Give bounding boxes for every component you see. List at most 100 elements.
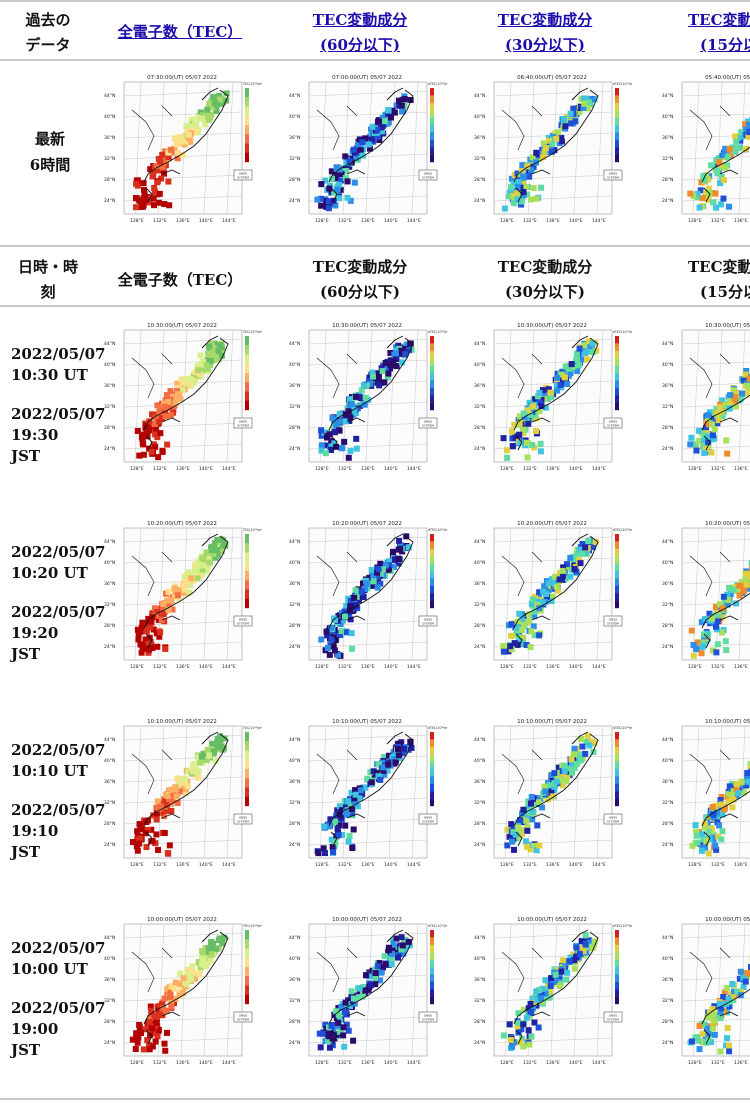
map-lat-label: 28°N — [662, 1019, 673, 1025]
map-data-cell — [318, 195, 325, 202]
map-data-cell — [519, 616, 526, 623]
map-lat-label: 24°N — [474, 1040, 485, 1046]
map-data-cell — [367, 982, 374, 989]
map-data-cell — [561, 768, 568, 775]
map-data-cell — [518, 634, 525, 641]
map-data-cell — [188, 116, 195, 123]
map-lon-label: 144°E — [222, 862, 236, 868]
map-data-cell — [334, 807, 341, 814]
map-data-cell — [137, 822, 144, 829]
map-data-cell — [351, 149, 358, 156]
map-data-cell — [698, 650, 705, 657]
tec-link[interactable]: 全電子数（TEC） — [117, 23, 243, 41]
map-data-cell — [172, 588, 179, 595]
map-colorbar-segment — [430, 959, 434, 968]
d30-map[interactable]: 10:10:00(UT) 05/07 2022 44°N 40°N 36°N 32°N 2… — [472, 714, 632, 874]
map-data-cell — [536, 632, 543, 639]
map-data-cell — [174, 380, 181, 387]
map-lat-label: 28°N — [662, 425, 673, 431]
table-header-d60: TEC変動成分 (60分以下) — [285, 255, 435, 305]
map-lat-label: 44°N — [662, 737, 673, 743]
map-data-cell — [175, 134, 182, 141]
map-lon-grid — [226, 527, 234, 661]
map-lon-grid — [134, 329, 142, 463]
map-data-cell — [363, 972, 370, 979]
tec-map[interactable]: 10:20:00(UT) 05/07 2022 44°N 40°N 36°N 32°N 2… — [102, 516, 262, 676]
map-colorbar-segment — [245, 152, 249, 163]
map-coastline — [328, 731, 414, 847]
map-lat-grid — [123, 174, 243, 181]
map-lat-label: 24°N — [474, 842, 485, 848]
d30-link[interactable]: TEC変動成分 (30分以下) — [498, 11, 593, 54]
map-data-cell — [153, 1020, 160, 1027]
map-data-cell — [529, 596, 536, 603]
d60-map[interactable]: 10:10:00(UT) 05/07 2022 44°N 40°N 36°N 32°N 2… — [287, 714, 447, 874]
d60-link[interactable]: TEC変動成分 (60分以下) — [313, 11, 408, 54]
d15-map-image: 10:20:00(UT) 05/07 202244°N40°N36°N32°N2… — [662, 521, 750, 670]
map-data-cell — [709, 615, 716, 622]
map-data-cell — [731, 148, 738, 155]
tec-map[interactable]: 10:00:00(UT) 05/07 2022 44°N 40°N 36°N 32°N 2… — [102, 912, 262, 1072]
map-title: 05:40:00(UT) 05/07 2022 — [705, 75, 750, 81]
map-lon-label: 132°E — [523, 218, 537, 224]
d30-map[interactable]: 10:30:00(UT) 05/07 2022 44°N 40°N 36°N 32°N 2… — [472, 318, 632, 478]
map-lon-label: 132°E — [153, 218, 167, 224]
d30-map[interactable]: 10:20:00(UT) 05/07 2022 44°N 40°N 36°N 32°N 2… — [472, 516, 632, 676]
d60-map[interactable]: 10:30:00(UT) 05/07 2022 44°N 40°N 36°N 32°N 2… — [287, 318, 447, 478]
map-colorbar-segment — [245, 115, 249, 126]
map-data-cell — [214, 353, 221, 360]
map-data-cell — [738, 390, 745, 397]
map-lat-label: 24°N — [662, 1040, 673, 1046]
map-data-cell — [719, 614, 726, 621]
map-data-cell — [709, 436, 716, 443]
d60-map[interactable]: 10:00:00(UT) 05/07 2022 44°N 40°N 36°N 32°N 2… — [287, 912, 447, 1072]
map-data-cell — [347, 447, 354, 454]
d60-map[interactable]: 10:20:00(UT) 05/07 2022 44°N 40°N 36°N 32°N 2… — [287, 516, 447, 676]
map-colorbar-segment — [615, 578, 619, 586]
d15-map[interactable]: 05:40:00(UT) 05/07 202244°N40°N36°N32°N2… — [660, 70, 750, 230]
d15-link[interactable]: TEC変動成分(15分以下) — [688, 11, 750, 54]
tec-map[interactable]: 07:30:00(UT) 05/07 2022 44°N 40°N 36°N 32°N 2… — [102, 70, 262, 230]
map-lon-label: 132°E — [338, 1060, 352, 1066]
map-colorbar-segment — [430, 88, 434, 96]
d30-map[interactable]: 10:00:00(UT) 05/07 2022 44°N 40°N 36°N 32°N 2… — [472, 912, 632, 1072]
map-lon-label: 140°E — [569, 1060, 583, 1066]
map-lat-grid — [681, 997, 750, 1002]
d15-map[interactable]: 10:00:00(UT) 05/07 202244°N40°N36°N32°N2… — [660, 912, 750, 1072]
map-lon-label: 136°E — [734, 862, 748, 868]
map-data-cell — [205, 945, 212, 952]
map-data-cell — [374, 569, 381, 576]
map-colorbar-segment — [245, 589, 249, 599]
d15-map[interactable]: 10:30:00(UT) 05/07 202244°N40°N36°N32°N2… — [660, 318, 750, 478]
map-data-cell — [321, 850, 328, 857]
map-data-cell — [189, 963, 196, 970]
map-lat-label: 28°N — [474, 425, 485, 431]
map-data-cell — [500, 648, 507, 655]
map-data-cell — [152, 426, 159, 433]
map-data-cell — [340, 1032, 347, 1039]
d60-map[interactable]: 07:00:00(UT) 05/07 2022 44°N 40°N 36°N 32°N 2… — [287, 70, 447, 230]
map-data-cell — [398, 934, 405, 941]
map-data-cell — [348, 789, 355, 796]
map-data-cell — [329, 1035, 336, 1042]
map-colorbar-segment — [430, 350, 434, 359]
map-lat-label: 32°N — [104, 998, 115, 1004]
map-data-cell — [533, 415, 540, 422]
map-data-cell — [317, 1044, 324, 1051]
tec-map[interactable]: 10:10:00(UT) 05/07 2022 44°N 40°N 36°N 32°N 2… — [102, 714, 262, 874]
map-data-cell — [213, 101, 220, 108]
map-lon-grid — [319, 329, 327, 463]
map-data-cell — [171, 585, 178, 592]
map-lat-label: 40°N — [474, 560, 485, 566]
map-data-cell — [150, 626, 157, 633]
d15-map[interactable]: 10:10:00(UT) 05/07 202244°N40°N36°N32°N2… — [660, 714, 750, 874]
d15-map[interactable]: 10:20:00(UT) 05/07 202244°N40°N36°N32°N2… — [660, 516, 750, 676]
map-data-cell — [503, 447, 510, 454]
d30-map[interactable]: 06:40:00(UT) 05/07 2022 44°N 40°N 36°N 32°N 2… — [472, 70, 632, 230]
map-data-cell — [526, 617, 533, 624]
map-data-cell — [510, 846, 517, 853]
map-data-cell — [508, 621, 515, 628]
map-data-cell — [185, 128, 192, 135]
map-data-cell — [512, 831, 519, 838]
tec-map[interactable]: 10:30:00(UT) 05/07 2022 44°N 40°N 36°N 32°N 2… — [102, 318, 262, 478]
